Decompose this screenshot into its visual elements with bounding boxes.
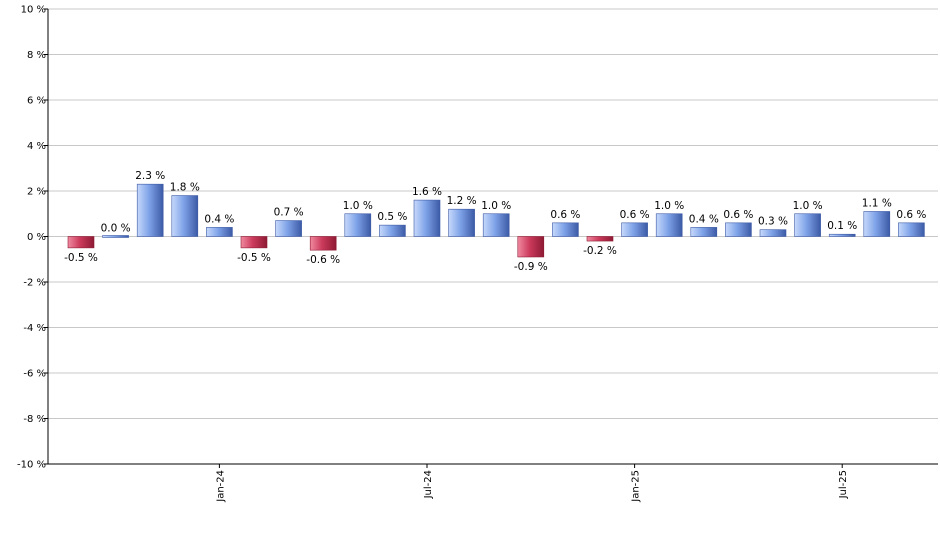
data-label: 1.0 % (343, 200, 373, 212)
bar (794, 213, 821, 237)
bar (102, 235, 129, 238)
bar (863, 211, 891, 237)
bar (136, 183, 164, 237)
bar (379, 224, 406, 237)
data-label: 2.3 % (135, 170, 165, 182)
bar (621, 222, 648, 237)
bar (482, 213, 510, 237)
x-tick-label: Jan-25 (631, 470, 642, 503)
bar (655, 213, 683, 237)
data-label: 0.6 % (723, 209, 753, 221)
bar (586, 236, 614, 242)
bar (759, 229, 787, 237)
bar (725, 222, 752, 237)
y-tick-label: 2 % (27, 187, 46, 198)
data-label: -0.9 % (514, 261, 548, 273)
y-tick-label: -8 % (23, 414, 46, 425)
x-tick-label: Jul-25 (838, 470, 849, 499)
data-label: 1.0 % (793, 200, 823, 212)
data-labels: -0.5 % 0.0 % 2.3 % 1.8 % 0.4 % -0.5 % 0.7 % -0.… (64, 170, 926, 273)
data-label: 0.6 % (550, 209, 580, 221)
bar (344, 213, 372, 237)
data-label: 1.6 % (412, 186, 442, 198)
data-label: -0.5 % (237, 252, 271, 264)
y-tick-label: 4 % (27, 141, 46, 152)
data-label: 1.2 % (447, 195, 477, 207)
bar (690, 227, 718, 237)
y-tick-label: 10 % (21, 5, 46, 16)
bar (240, 236, 268, 249)
y-tick-label: 0 % (27, 232, 46, 243)
bar (309, 236, 337, 251)
bar (171, 195, 199, 237)
bar (206, 227, 233, 237)
data-label: -0.2 % (583, 245, 617, 257)
bar (828, 233, 856, 237)
x-tick-label: Jan-24 (215, 470, 226, 503)
y-tick-label: 8 % (27, 50, 46, 61)
y-tick-label: 6 % (27, 96, 46, 107)
data-label: 1.1 % (862, 197, 892, 209)
bar (898, 222, 925, 237)
data-label: 1.0 % (481, 200, 511, 212)
data-label: 0.5 % (377, 211, 407, 223)
bar (448, 208, 475, 237)
data-label: -0.6 % (306, 254, 340, 266)
y-tick-label: -6 % (23, 369, 46, 380)
data-label: 1.0 % (654, 200, 684, 212)
bar (67, 236, 95, 249)
data-label: 0.1 % (827, 220, 857, 232)
x-tick-label: Jul-24 (423, 470, 434, 499)
bars (67, 183, 925, 258)
bar (552, 222, 579, 237)
bar (413, 199, 441, 237)
data-label: 0.0 % (101, 223, 131, 235)
y-tick-label: -2 % (23, 278, 46, 289)
y-tick-label: -4 % (23, 323, 46, 334)
bar (517, 236, 545, 258)
data-label: 0.3 % (758, 216, 788, 228)
data-label: -0.5 % (64, 252, 98, 264)
bar (275, 220, 302, 237)
y-tick-label: -10 % (17, 460, 46, 471)
data-label: 1.8 % (170, 182, 200, 194)
data-label: 0.7 % (274, 207, 304, 219)
data-label: 0.6 % (896, 209, 926, 221)
data-label: 0.4 % (204, 213, 234, 225)
data-label: 0.6 % (620, 209, 650, 221)
data-label: 0.4 % (689, 213, 719, 225)
axes: 10 % 8 % 6 % 4 % 2 % 0 % -2 % -4 % -6 % -8 % -10 %… (17, 5, 938, 503)
